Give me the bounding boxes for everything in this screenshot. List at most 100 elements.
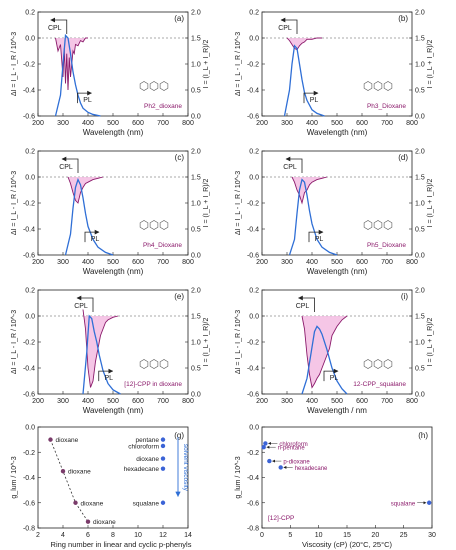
x-tick-label: 700: [157, 398, 169, 405]
y-left-tick-label: -0.6: [247, 253, 259, 260]
x-tick-label: 200: [256, 398, 268, 405]
data-point: [160, 443, 166, 449]
x-tick-label: 500: [331, 120, 343, 127]
data-point: [48, 437, 53, 442]
x-tick-label: 300: [57, 120, 69, 127]
y-right-tick-label: 2.0: [415, 10, 425, 17]
cpl-label: CPL: [59, 164, 73, 171]
data-point-label: hexadecane: [295, 466, 328, 472]
y-tick-label: -0.2: [247, 450, 259, 457]
y-right-tick-label: 0.0: [415, 114, 425, 121]
y-right-tick-label: 1.5: [415, 314, 425, 321]
molecule-ring: [139, 81, 149, 91]
data-point: [160, 456, 166, 461]
y-right-tick-label: 1.5: [415, 36, 425, 43]
x-tick-label: 700: [157, 120, 169, 127]
molecule-ring: [159, 220, 169, 230]
y-tick-label: -0.6: [23, 500, 35, 507]
y-right-tick-label: 1.0: [191, 62, 201, 69]
y-right-axis-title: I = (I_L + I_R)/2: [203, 318, 210, 367]
compound-label: [12]-CPP: [268, 515, 294, 522]
y-tick-label: 0.0: [249, 425, 259, 432]
pl-arrow: [98, 368, 114, 382]
y-right-tick-label: 0.5: [415, 88, 425, 95]
x-tick-label: 15: [343, 532, 351, 539]
cpl-area: [287, 38, 322, 50]
y-right-tick-label: 1.5: [191, 36, 201, 43]
y-left-tick-label: 0.2: [249, 149, 259, 156]
y-right-tick-label: 2.0: [415, 149, 425, 156]
y-right-tick-label: 0.5: [191, 366, 201, 373]
x-axis-title: Wavelength (nm): [307, 128, 368, 137]
data-point: [160, 466, 166, 471]
y-left-tick-label: 0.2: [25, 149, 35, 156]
y-left-tick-label: 0.2: [25, 288, 35, 295]
panel-h: 0 5 10 15 20 25 30 0.0 -0.2 -0.4 -0.6 -0.8 Viscosity…: [235, 425, 436, 550]
panel-letter: (g): [174, 431, 184, 440]
molecule-ring: [139, 359, 149, 369]
x-axis-title: Wavelength (nm): [83, 406, 144, 415]
y-tick-label: -0.8: [247, 526, 259, 533]
molecule-ring: [383, 81, 393, 91]
cpl-arrow: [298, 295, 315, 312]
x-tick-label: 300: [57, 398, 69, 405]
y-left-axis-title: ΔI = I_L - I_R / 10^-3: [235, 171, 242, 235]
molecule-ring: [159, 359, 169, 369]
pl-arrow: [323, 368, 339, 382]
y-left-axis-title: ΔI = I_L - I_R / 10^-3: [235, 310, 242, 374]
molecule-ring: [149, 220, 159, 230]
y-right-tick-label: 0.5: [415, 366, 425, 373]
viscosity-arrow-label: solvent viscosity: [182, 444, 189, 492]
data-point-label: dioxane: [68, 469, 91, 476]
data-point: [267, 458, 272, 464]
pl-series-line: [64, 177, 114, 256]
x-tick-label: 25: [400, 532, 408, 539]
x-tick-label: 300: [57, 259, 69, 266]
y-left-tick-label: 0.2: [249, 288, 259, 295]
x-axis-title: Wavelength (nm): [83, 267, 144, 276]
x-tick-label: 800: [406, 398, 418, 405]
x-tick-label: 600: [356, 120, 368, 127]
x-tick-label: 700: [381, 120, 393, 127]
data-point: [160, 500, 166, 505]
x-tick-label: 500: [331, 398, 343, 405]
y-right-tick-label: 0.0: [191, 114, 201, 121]
x-axis-title: Viscosity (cP) (20°C, 25°C): [302, 540, 393, 549]
pl-label: PL: [104, 375, 113, 382]
y-left-tick-label: 0.0: [25, 36, 35, 43]
x-tick-label: 12: [159, 532, 167, 539]
y-left-tick-label: 0.2: [25, 10, 35, 17]
x-tick-label: 10: [134, 532, 142, 539]
cpl-arrow: [50, 17, 68, 34]
x-tick-label: 5: [288, 532, 292, 539]
cpl-label: CPL: [283, 164, 297, 171]
molecule-ring: [383, 359, 393, 369]
cpl-arrow: [285, 156, 303, 173]
x-tick-label: 4: [61, 532, 65, 539]
x-tick-label: 300: [281, 398, 293, 405]
x-tick-label: 8: [111, 532, 115, 539]
x-tick-label: 10: [315, 532, 323, 539]
pl-label: PL: [310, 97, 319, 104]
spectrum-panel-5: 200 300 400 500 600 700 800 0.2 0.0 -0.2 -0.4 -0.6 2…: [235, 288, 434, 416]
y-right-tick-label: 1.5: [191, 314, 201, 321]
y-tick-label: -0.8: [23, 526, 35, 533]
data-point-label: dioxane: [56, 437, 79, 444]
panel-letter: (a): [174, 14, 184, 23]
data-point-label: chloroform: [279, 442, 307, 448]
y-left-axis-title: ΔI = I_L - I_R / 10^-3: [11, 310, 18, 374]
y-right-tick-label: 2.0: [191, 288, 201, 295]
x-tick-label: 200: [256, 120, 268, 127]
y-right-tick-label: 0.0: [191, 253, 201, 260]
panel-letter: (c): [175, 153, 185, 162]
x-axis-title: Wavelength (nm): [83, 128, 144, 137]
y-right-tick-label: 0.0: [191, 392, 201, 399]
spectrum-panel-2: 200 300 400 500 600 700 800 0.2 0.0 -0.2 -0.4 -0.6 2…: [11, 149, 210, 277]
molecule-ring: [139, 220, 149, 230]
molecule-ring: [149, 359, 159, 369]
data-point-label: dioxane: [136, 456, 159, 463]
sample-label: Ph2_dioxane: [144, 103, 182, 110]
y-right-tick-label: 1.5: [415, 175, 425, 182]
cpl-label: CPL: [48, 25, 62, 32]
